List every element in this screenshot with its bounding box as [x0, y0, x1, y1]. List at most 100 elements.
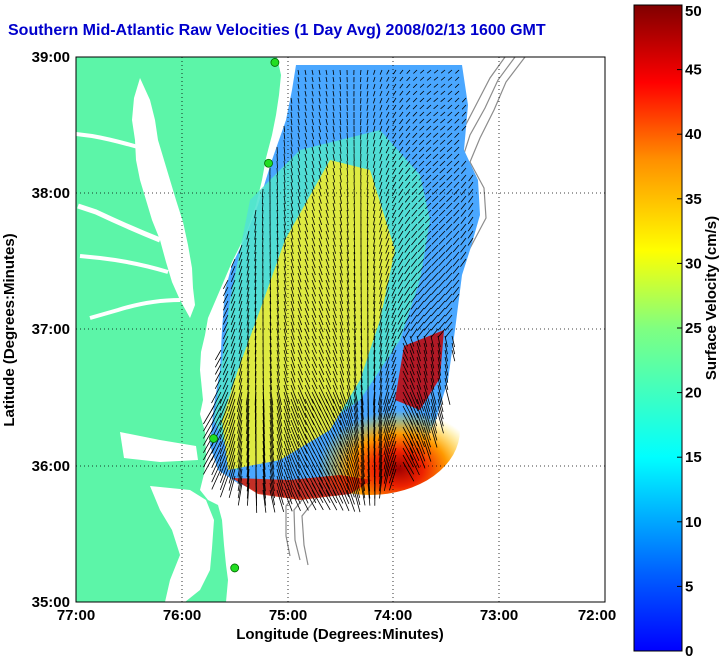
current-vector [311, 286, 317, 297]
current-vector [254, 356, 257, 369]
current-vector [346, 244, 349, 255]
current-vector [283, 328, 288, 340]
current-vector [332, 489, 344, 511]
current-vector [339, 132, 342, 140]
current-vector [398, 188, 404, 196]
current-vector [461, 118, 467, 124]
current-vector [439, 195, 446, 202]
current-vector [431, 216, 439, 224]
current-vector [297, 349, 303, 361]
current-vector [379, 125, 383, 133]
current-vector [276, 237, 279, 247]
current-vector [397, 251, 404, 261]
current-vector [452, 251, 460, 260]
current-vector [378, 426, 383, 449]
current-vector [383, 440, 390, 463]
current-vector [373, 237, 376, 247]
current-vector [332, 181, 336, 190]
current-vector [360, 482, 366, 506]
current-vector [246, 433, 250, 456]
current-vector [325, 237, 330, 247]
current-vector [430, 293, 439, 302]
current-vector [222, 377, 229, 390]
current-vector [391, 209, 397, 218]
current-vector [311, 167, 315, 176]
current-vector [379, 244, 383, 254]
current-vector [385, 307, 390, 319]
current-vector [432, 146, 439, 152]
current-vector [379, 76, 383, 82]
current-vector [246, 293, 250, 305]
current-vector [446, 209, 453, 217]
current-vector [372, 223, 376, 233]
current-vector [346, 230, 349, 240]
current-vector [392, 160, 397, 168]
current-vector [332, 69, 335, 75]
current-vector [332, 433, 343, 454]
current-vector [398, 160, 404, 168]
current-vector [304, 97, 307, 104]
current-vector [372, 160, 376, 168]
current-vector [283, 272, 287, 283]
current-vector [332, 132, 335, 140]
current-vector [297, 195, 301, 204]
current-vector [311, 97, 314, 104]
current-vector [447, 111, 453, 117]
current-vector [397, 314, 404, 325]
current-vector [290, 111, 293, 118]
current-vector [420, 69, 425, 74]
current-vector [276, 391, 282, 413]
current-vector [254, 342, 257, 355]
current-vector [237, 447, 243, 470]
current-vector [332, 97, 335, 104]
current-vector [325, 244, 330, 254]
current-vector [236, 384, 243, 405]
current-vector [269, 461, 275, 484]
current-vector [411, 216, 418, 224]
current-vector [332, 342, 338, 354]
current-vector [353, 328, 357, 341]
tidal-river [76, 132, 149, 152]
colorbar-tick-label: 35 [685, 191, 702, 208]
current-vector [447, 132, 453, 138]
current-vector [379, 223, 383, 233]
current-vector [385, 188, 390, 197]
current-vector [353, 300, 356, 312]
current-vector [405, 160, 411, 167]
current-vector [452, 272, 460, 281]
current-vector [325, 272, 330, 283]
current-vector [297, 440, 308, 461]
current-vector [346, 412, 354, 434]
current-vector [297, 363, 303, 376]
current-vector [318, 468, 331, 489]
current-vector [346, 314, 350, 326]
current-vector [385, 181, 390, 190]
current-vector [325, 209, 329, 219]
current-vector [290, 223, 294, 233]
current-vector [339, 461, 349, 483]
current-vector [318, 90, 321, 97]
current-vector [332, 405, 342, 426]
current-vector [416, 440, 426, 462]
current-vector [222, 328, 229, 340]
current-vector [304, 132, 307, 140]
current-vector [409, 433, 420, 454]
current-vector [379, 97, 383, 104]
current-vector [404, 286, 411, 296]
current-vector [379, 132, 383, 140]
current-vector [346, 265, 350, 276]
current-vector [339, 202, 342, 212]
current-vector [276, 195, 279, 204]
current-vector [325, 216, 329, 226]
current-vector [398, 139, 404, 146]
current-vector [346, 132, 348, 140]
current-vector [386, 83, 390, 89]
current-vector [360, 97, 362, 104]
current-vector [425, 139, 432, 145]
current-vector [410, 265, 418, 274]
radar-site-marker [230, 563, 240, 573]
current-vector [430, 328, 439, 338]
current-vector [318, 174, 322, 183]
current-vector [451, 349, 456, 362]
current-vector [373, 391, 376, 413]
